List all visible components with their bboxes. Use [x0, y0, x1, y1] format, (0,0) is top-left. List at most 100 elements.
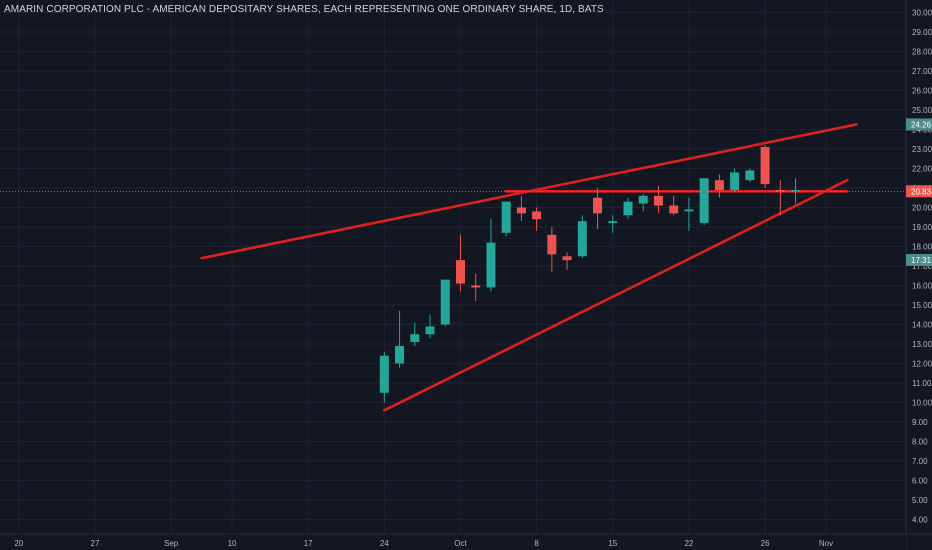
y-tick-label: 13.00 — [912, 340, 932, 349]
y-tick-label: 25.00 — [912, 106, 932, 115]
y-tick-label: 16.00 — [912, 282, 932, 291]
candle[interactable] — [516, 195, 526, 222]
price-label-text: 24.26 — [911, 120, 932, 129]
candle-body — [638, 195, 648, 204]
price-label-box — [906, 185, 932, 198]
price-label-text: 20.83 — [911, 187, 932, 196]
y-tick-label: 5.00 — [912, 496, 928, 505]
candle-body — [471, 285, 481, 288]
candle-body — [562, 256, 572, 261]
candle-body — [730, 172, 740, 190]
trendlines[interactable] — [200, 123, 858, 412]
candle[interactable] — [532, 207, 542, 231]
candle[interactable] — [547, 227, 557, 272]
x-tick-label: Oct — [454, 539, 467, 548]
y-tick-label: 27.00 — [912, 67, 932, 76]
candle-body — [410, 334, 420, 343]
candle[interactable] — [593, 188, 603, 229]
price-label-box — [906, 253, 932, 266]
candle-body — [608, 221, 618, 224]
candle-body — [516, 207, 526, 214]
candle-body — [714, 180, 724, 190]
candle-body — [699, 178, 709, 224]
candle[interactable] — [379, 351, 389, 403]
candles[interactable] — [379, 145, 801, 403]
y-tick-label: 29.00 — [912, 28, 932, 37]
y-tick-label: 20.00 — [912, 204, 932, 213]
price-label: 20.83 — [906, 185, 932, 198]
candle[interactable] — [714, 174, 724, 198]
trendline-2[interactable] — [383, 178, 849, 412]
y-tick-label: 15.00 — [912, 301, 932, 310]
candle-body — [684, 209, 694, 212]
candle-body — [395, 345, 405, 364]
candle-body — [547, 234, 557, 255]
candle[interactable] — [501, 201, 511, 237]
x-tick-label: 17 — [304, 539, 313, 548]
grid-lines — [0, 0, 906, 534]
candle-body — [379, 355, 389, 393]
candle[interactable] — [425, 314, 435, 339]
candle[interactable] — [608, 215, 618, 233]
candle[interactable] — [699, 178, 709, 226]
candle[interactable] — [577, 215, 587, 259]
candle-body — [425, 326, 435, 335]
candle[interactable] — [730, 168, 740, 192]
candle-body — [440, 279, 450, 325]
price-label: 17.31 — [906, 253, 932, 266]
candle[interactable] — [623, 197, 633, 220]
x-tick-label: Nov — [819, 539, 833, 548]
candle-body — [577, 221, 587, 257]
x-tick-label: 8 — [534, 539, 539, 548]
price-label-text: 17.31 — [911, 256, 932, 265]
x-tick-label: 22 — [684, 539, 693, 548]
chart-title: AMARIN CORPORATION PLC - AMERICAN DEPOSI… — [4, 4, 604, 15]
y-tick-label: 7.00 — [912, 457, 928, 466]
y-tick-label: 11.00 — [912, 379, 932, 388]
y-tick-label: 22.00 — [912, 165, 932, 174]
y-tick-label: 19.00 — [912, 223, 932, 232]
x-tick-label: Sep — [164, 539, 179, 548]
candle-body — [760, 147, 770, 185]
candle-body — [501, 201, 511, 233]
y-tick-label: 6.00 — [912, 477, 928, 486]
candle[interactable] — [486, 219, 496, 292]
price-label-box — [906, 118, 932, 131]
x-axis-panel — [0, 534, 906, 550]
y-tick-label: 9.00 — [912, 418, 928, 427]
candle[interactable] — [455, 234, 465, 292]
candle-body — [455, 260, 465, 284]
candle[interactable] — [638, 193, 648, 212]
y-tick-label: 26.00 — [912, 87, 932, 96]
x-tick-label: 15 — [608, 539, 617, 548]
candle[interactable] — [669, 195, 679, 216]
x-tick-label: 27 — [91, 539, 100, 548]
y-tick-label: 14.00 — [912, 321, 932, 330]
candle-body — [745, 170, 755, 181]
candle[interactable] — [440, 279, 450, 327]
candle-body — [791, 189, 801, 192]
y-axis-panel — [906, 0, 932, 550]
y-tick-label: 18.00 — [912, 243, 932, 252]
candle[interactable] — [684, 197, 694, 231]
candle[interactable] — [471, 273, 481, 302]
x-tick-label: 26 — [761, 539, 770, 548]
candle[interactable] — [395, 310, 405, 368]
y-tick-label: 12.00 — [912, 360, 932, 369]
x-tick-label: 10 — [228, 539, 237, 548]
y-tick-label: 30.00 — [912, 9, 932, 18]
candle-body — [532, 211, 542, 220]
candle-body — [669, 205, 679, 214]
candle[interactable] — [562, 252, 572, 270]
candle[interactable] — [410, 322, 420, 346]
y-tick-label: 10.00 — [912, 399, 932, 408]
candle-body — [653, 195, 663, 206]
price-label: 24.26 — [906, 118, 932, 131]
candle[interactable] — [760, 145, 770, 188]
candle[interactable] — [653, 186, 663, 214]
y-tick-label: 28.00 — [912, 48, 932, 57]
candle[interactable] — [745, 168, 755, 183]
